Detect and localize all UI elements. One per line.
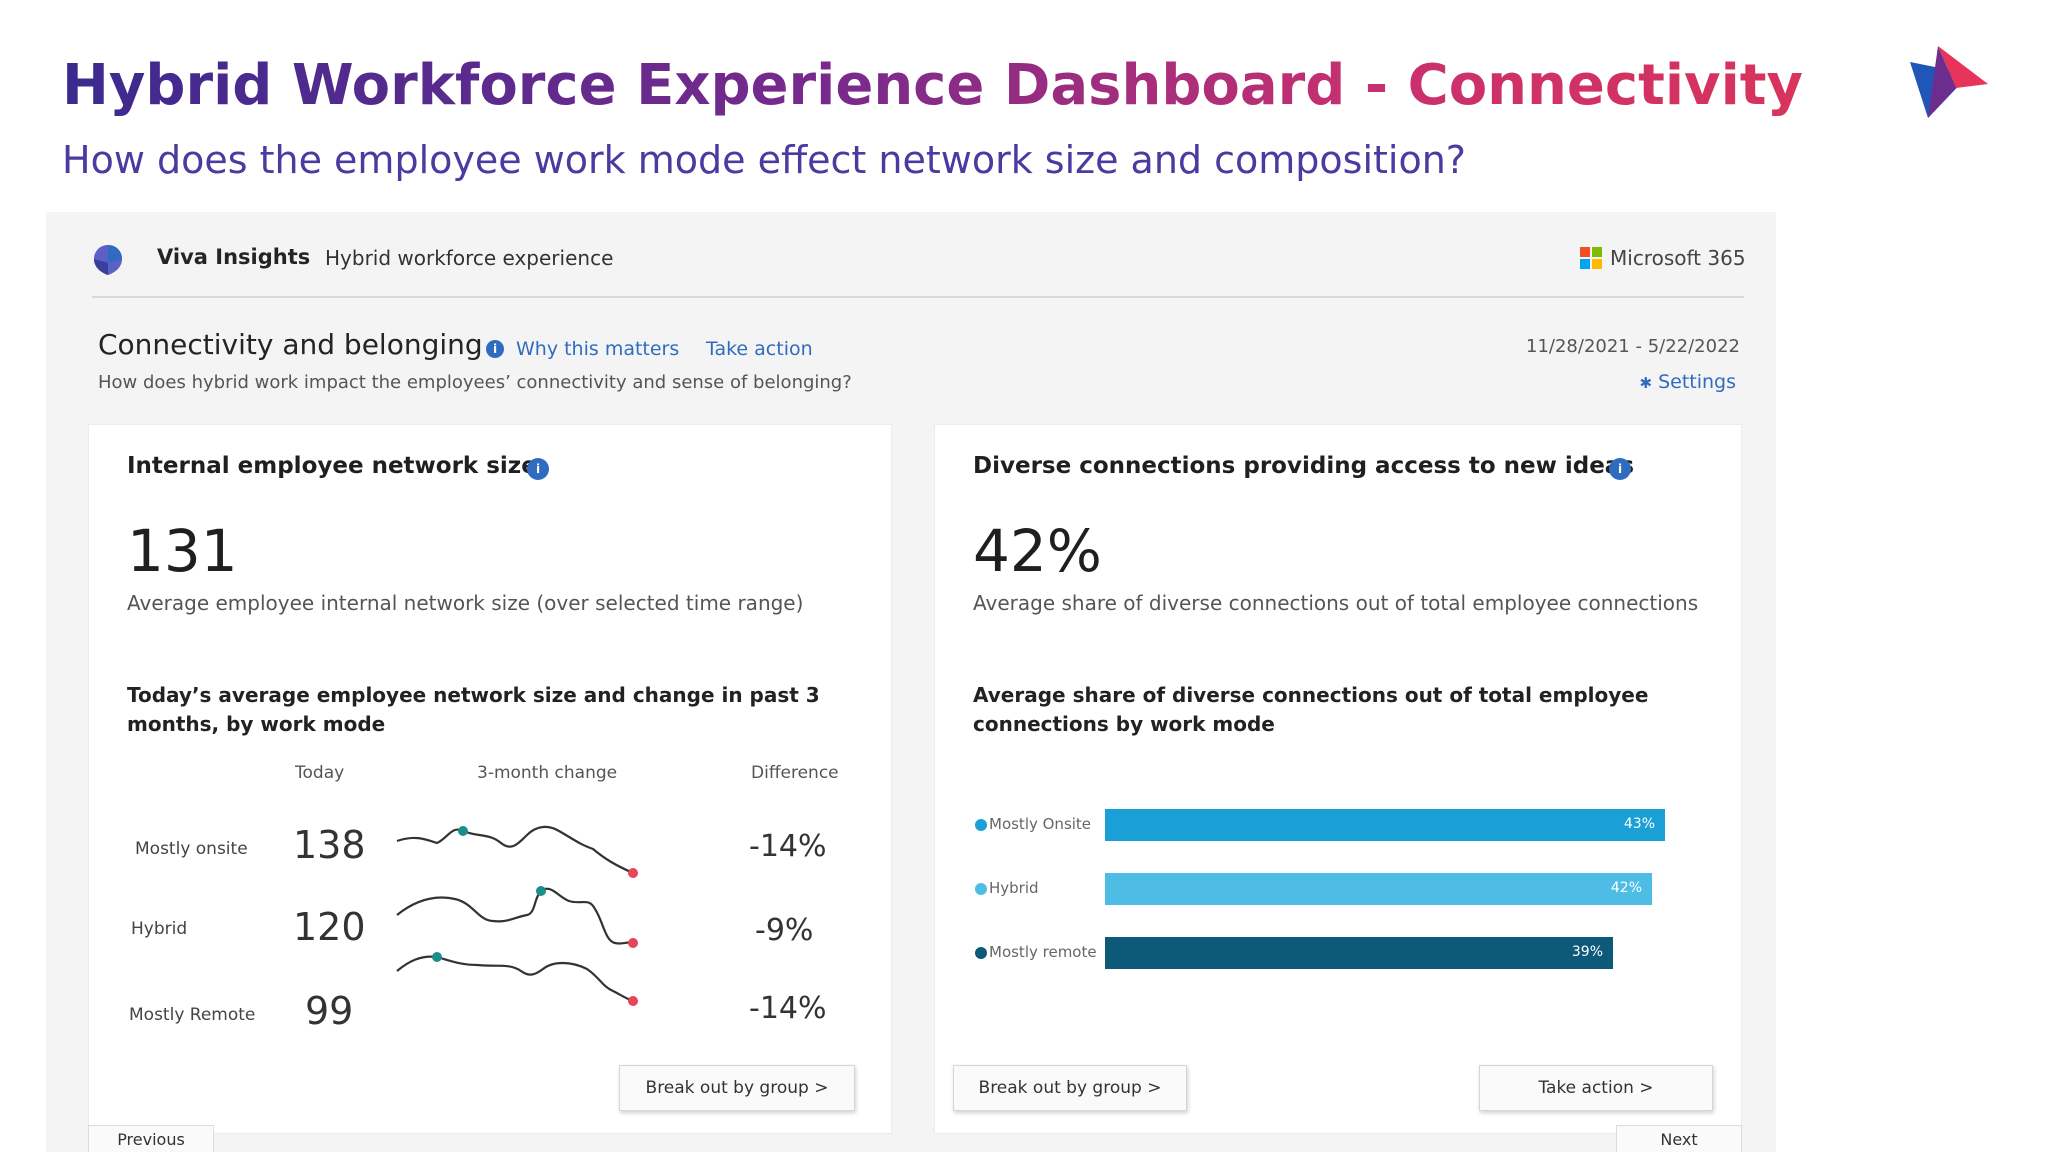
settings-label: Settings bbox=[1658, 371, 1736, 393]
bar-value-label: 43% bbox=[1623, 816, 1655, 832]
chart-title: Today’s average employee network size an… bbox=[127, 683, 820, 736]
bar-row: Mostly Onsite 43% bbox=[973, 809, 1713, 841]
bar[interactable]: 39% bbox=[1105, 937, 1613, 969]
gear-icon: ✱ bbox=[1639, 374, 1653, 392]
diverse-connections-card: Diverse connections providing access to … bbox=[934, 424, 1742, 1134]
legend-dot-icon bbox=[975, 819, 987, 831]
info-icon[interactable]: i bbox=[1609, 458, 1631, 480]
bar-value-label: 39% bbox=[1571, 944, 1603, 960]
sparkline-mostly-remote bbox=[396, 955, 634, 1003]
card-title: Diverse connections providing access to … bbox=[973, 453, 1635, 479]
row-today-value: 99 bbox=[305, 989, 354, 1033]
section-description: How does hybrid work impact the employee… bbox=[98, 372, 852, 393]
sparkline-marker bbox=[536, 886, 546, 896]
previous-button[interactable]: Previous bbox=[88, 1125, 214, 1152]
bar-category-label: Mostly remote bbox=[989, 943, 1097, 961]
bar-category-label: Mostly Onsite bbox=[989, 815, 1092, 833]
metric-description: Average employee internal network size (… bbox=[127, 591, 804, 615]
breadcrumb[interactable]: Hybrid workforce experience bbox=[325, 246, 614, 270]
info-icon[interactable]: i bbox=[527, 458, 549, 480]
sparkline-marker bbox=[432, 952, 442, 962]
header-divider bbox=[92, 296, 1744, 298]
viva-insights-icon bbox=[94, 245, 122, 275]
row-today-value: 138 bbox=[293, 823, 366, 867]
take-action-link[interactable]: Take action bbox=[706, 338, 813, 360]
bar-row: Mostly remote 39% bbox=[973, 937, 1713, 969]
bar-category-label: Hybrid bbox=[989, 879, 1039, 897]
break-out-by-group-button[interactable]: Break out by group > bbox=[619, 1065, 855, 1111]
break-out-by-group-button[interactable]: Break out by group > bbox=[953, 1065, 1187, 1111]
section-title: Connectivity and belonging bbox=[98, 328, 483, 361]
row-label: Mostly Remote bbox=[129, 1005, 256, 1025]
info-icon[interactable]: i bbox=[486, 340, 504, 358]
next-button[interactable]: Next bbox=[1616, 1125, 1742, 1152]
app-name[interactable]: Viva Insights bbox=[157, 245, 311, 269]
suite-name: Microsoft 365 bbox=[1610, 246, 1746, 270]
sparkline-hybrid bbox=[396, 887, 634, 945]
brand-logo-icon bbox=[1910, 46, 1988, 118]
legend-dot-icon bbox=[975, 883, 987, 895]
take-action-button[interactable]: Take action > bbox=[1479, 1065, 1713, 1111]
metric-description: Average share of diverse connections out… bbox=[973, 591, 1699, 615]
card-title: Internal employee network size bbox=[127, 453, 537, 479]
settings-link[interactable]: ✱ Settings bbox=[1639, 371, 1736, 393]
row-difference: -14% bbox=[749, 829, 827, 864]
sparkline-mostly-onsite bbox=[396, 825, 634, 875]
diverse-share-value: 42% bbox=[973, 517, 1102, 585]
col-header-change: 3-month change bbox=[477, 763, 618, 783]
microsoft-logo-icon bbox=[1580, 247, 1602, 269]
sparkline-end-marker bbox=[628, 868, 638, 878]
row-difference: -14% bbox=[749, 991, 827, 1026]
sparkline-marker bbox=[458, 826, 468, 836]
row-label: Mostly onsite bbox=[135, 839, 248, 859]
slide-title: Hybrid Workforce Experience Dashboard - … bbox=[62, 46, 1803, 126]
legend-dot-icon bbox=[975, 947, 987, 959]
bar-row: Hybrid 42% bbox=[973, 873, 1713, 905]
network-size-value: 131 bbox=[127, 517, 238, 585]
sparkline-end-marker bbox=[628, 996, 638, 1006]
bar[interactable]: 43% bbox=[1105, 809, 1665, 841]
bar-value-label: 42% bbox=[1610, 880, 1642, 896]
why-this-matters-link[interactable]: Why this matters bbox=[516, 338, 680, 360]
row-today-value: 120 bbox=[293, 905, 366, 949]
chart-title: Average share of diverse connections out… bbox=[973, 683, 1649, 736]
sparkline-end-marker bbox=[628, 938, 638, 948]
sparkline-chart bbox=[396, 825, 638, 1006]
col-header-today: Today bbox=[295, 763, 345, 783]
date-range[interactable]: 11/28/2021 - 5/22/2022 bbox=[1526, 336, 1740, 357]
network-size-card: Internal employee network size i 131 Ave… bbox=[88, 424, 892, 1134]
col-header-difference: Difference bbox=[751, 763, 839, 783]
row-label: Hybrid bbox=[131, 919, 188, 939]
bar[interactable]: 42% bbox=[1105, 873, 1652, 905]
row-difference: -9% bbox=[755, 913, 814, 948]
slide-subtitle: How does the employee work mode effect n… bbox=[62, 138, 1466, 182]
dashboard-screenshot: Viva Insights Hybrid workforce experienc… bbox=[46, 212, 1776, 1152]
